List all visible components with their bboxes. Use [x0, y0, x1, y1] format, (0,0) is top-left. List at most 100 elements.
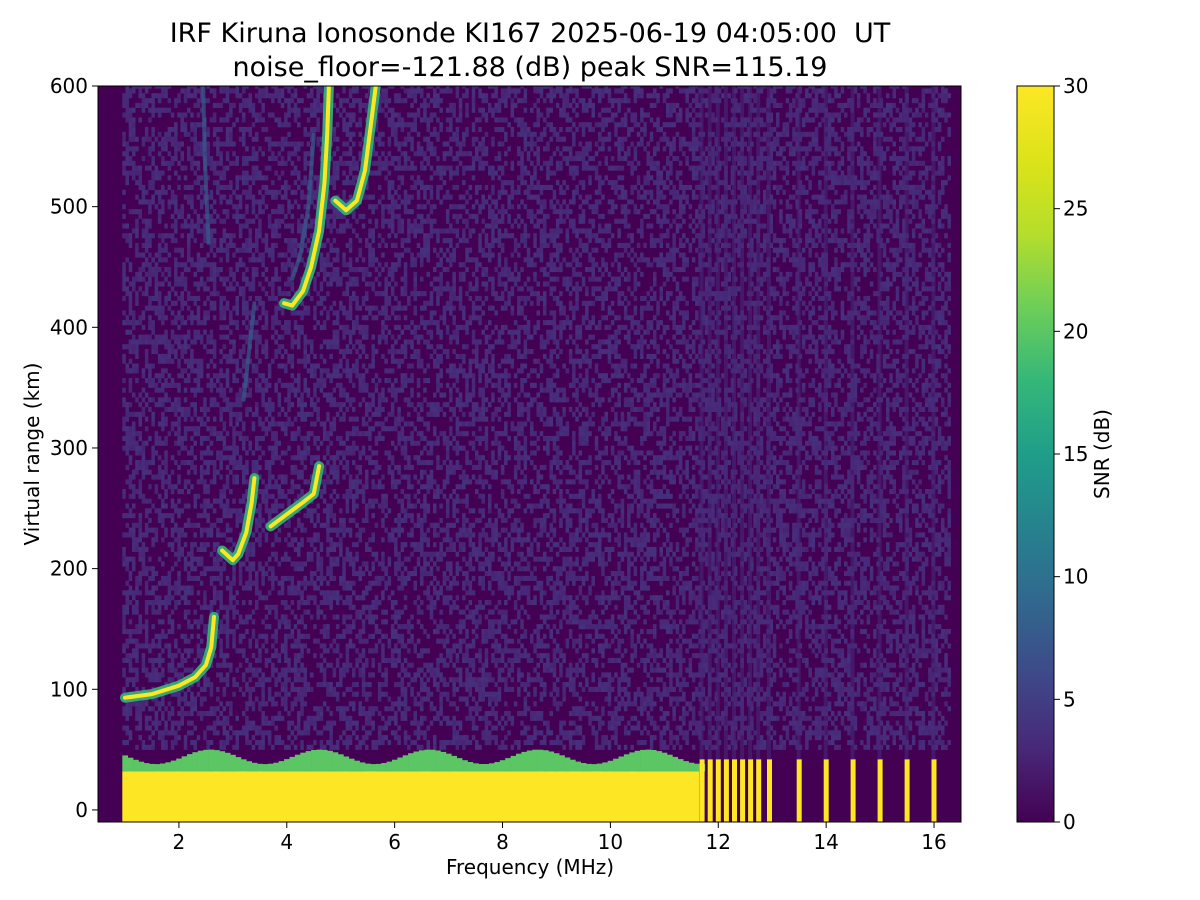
noise-cell: [316, 416, 320, 422]
noise-cell: [339, 575, 343, 581]
noise-cell: [258, 204, 262, 210]
noise-cell: [170, 112, 175, 118]
noise-cell: [196, 711, 201, 717]
noise-cell: [326, 546, 330, 552]
noise-cell: [245, 730, 249, 736]
noise-cell: [174, 406, 178, 412]
noise-cell: [310, 88, 314, 94]
noise-cell: [313, 305, 317, 311]
noise-cell: [203, 450, 207, 456]
noise-cell: [170, 334, 175, 340]
noise-cell: [196, 735, 201, 741]
noise-cell: [177, 585, 181, 591]
noise-cell: [219, 295, 223, 301]
noise-cell: [174, 102, 178, 108]
noise-cell: [271, 291, 275, 297]
noise-cell: [190, 740, 194, 746]
noise-cell: [154, 286, 159, 292]
noise-cell: [122, 609, 126, 615]
noise-cell: [322, 667, 327, 673]
noise-cell: [138, 315, 142, 321]
noise-cell: [232, 691, 236, 697]
noise-cell: [264, 378, 269, 384]
noise-cell: [374, 556, 379, 562]
noise-cell: [374, 276, 379, 282]
noise-cell: [196, 223, 201, 229]
noise-cell: [174, 604, 178, 610]
noise-cell: [212, 170, 217, 176]
noise-cell: [196, 633, 201, 639]
noise-cell: [190, 720, 194, 726]
noise-cell: [316, 455, 320, 461]
noise-cell: [187, 489, 191, 495]
noise-cell: [235, 305, 239, 311]
noise-cell: [280, 672, 285, 678]
noise-cell: [132, 421, 136, 427]
noise-cell: [144, 416, 149, 422]
noise-cell: [248, 127, 252, 133]
noise-cell: [232, 474, 236, 480]
noise-cell: [132, 469, 136, 475]
noise-cell: [144, 460, 149, 466]
noise-cell: [225, 585, 230, 591]
noise-cell: [335, 493, 340, 499]
noise-cell: [261, 575, 265, 581]
noise-cell: [138, 532, 142, 538]
noise-cell: [183, 122, 188, 128]
noise-cell: [297, 677, 301, 683]
noise-cell: [280, 252, 285, 258]
noise-cell: [287, 86, 291, 89]
noise-cell: [348, 131, 353, 137]
noise-cell: [209, 305, 214, 311]
noise-cell: [238, 199, 243, 205]
noise-cell: [206, 146, 210, 152]
noise-cell: [332, 614, 337, 620]
noise-cell: [245, 493, 249, 499]
noise-cell: [219, 431, 223, 437]
noise-cell: [335, 310, 340, 316]
noise-cell: [316, 86, 320, 89]
noise-cell: [187, 252, 191, 258]
noise-cell: [219, 242, 223, 248]
noise-cell: [229, 267, 233, 273]
noise-cell: [212, 218, 217, 224]
noise-cell: [148, 643, 152, 649]
noise-cell: [277, 537, 282, 543]
noise-cell: [125, 580, 129, 586]
noise-cell: [164, 276, 168, 282]
noise-cell: [332, 184, 337, 190]
noise-cell: [187, 638, 191, 644]
noise-cell: [277, 252, 282, 258]
noise-cell: [183, 93, 188, 99]
noise-cell: [183, 556, 188, 562]
noise-cell: [219, 411, 223, 417]
noise-cell: [125, 503, 129, 509]
noise-cell: [365, 546, 369, 552]
noise-cell: [196, 267, 201, 273]
noise-cell: [141, 339, 146, 345]
noise-cell: [271, 653, 275, 659]
noise-cell: [310, 537, 314, 543]
noise-cell: [358, 353, 362, 359]
noise-cell: [122, 213, 126, 219]
noise-cell: [322, 324, 327, 330]
noise-cell: [300, 324, 304, 330]
noise-cell: [293, 744, 298, 750]
noise-cell: [300, 194, 304, 200]
noise-cell: [316, 378, 320, 384]
noise-cell: [251, 156, 256, 162]
noise-cell: [297, 382, 301, 388]
noise-cell: [329, 682, 333, 688]
noise-cell: [193, 392, 197, 398]
noise-cell: [358, 117, 362, 123]
noise-cell: [358, 131, 362, 137]
noise-cell: [144, 744, 149, 750]
noise-cell: [297, 561, 301, 567]
noise-cell: [196, 643, 201, 649]
noise-cell: [313, 189, 317, 195]
noise-cell: [348, 701, 353, 707]
noise-cell: [358, 141, 362, 147]
noise-cell: [154, 310, 159, 316]
noise-cell: [196, 262, 201, 268]
noise-cell: [377, 479, 382, 485]
